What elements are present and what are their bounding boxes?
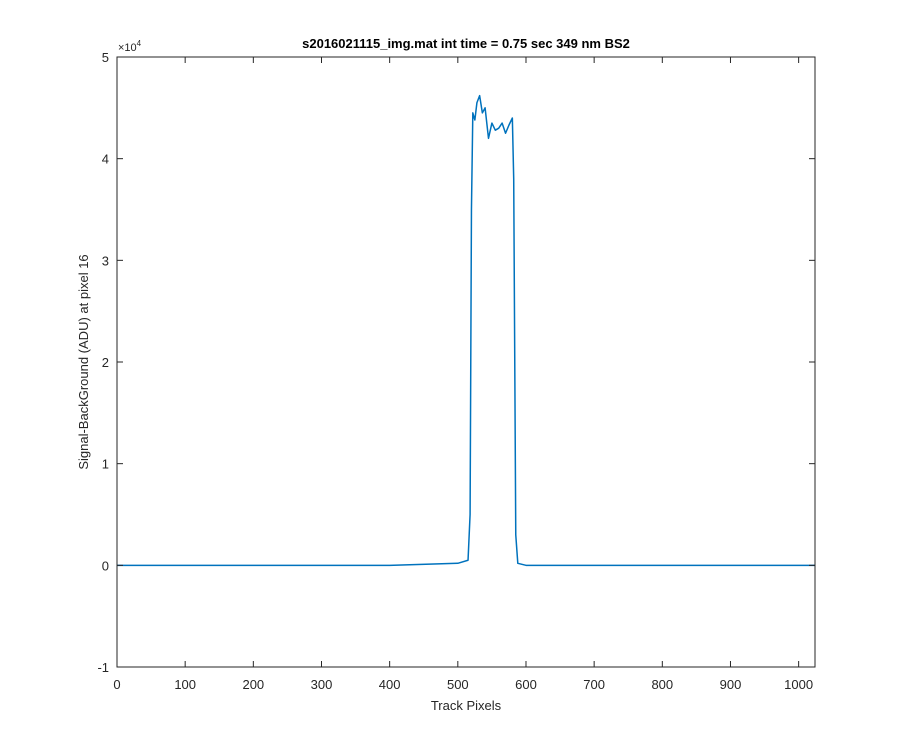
y-tick-label: 5 [102, 50, 109, 65]
x-tick-label: 200 [242, 677, 264, 692]
y-tick-label: -1 [97, 660, 109, 675]
y-exponent-base: ×10 [118, 42, 137, 54]
y-tick-label: 1 [102, 457, 109, 472]
series-layer [117, 94, 815, 567]
chart-title: s2016021115_img.mat int time = 0.75 sec … [302, 36, 630, 51]
series-line [117, 94, 815, 567]
x-tick-label: 400 [379, 677, 401, 692]
x-tick-label: 1000 [784, 677, 813, 692]
y-tick-label: 4 [102, 152, 109, 167]
x-tick-label: 100 [174, 677, 196, 692]
x-tick-label: 700 [583, 677, 605, 692]
x-tick-label: 300 [311, 677, 333, 692]
y-exponent-power: 4 [137, 39, 142, 48]
x-axis-label: Track Pixels [431, 698, 502, 713]
plot-area [117, 57, 815, 667]
x-tick-label: 0 [113, 677, 120, 692]
y-axis-label: Signal-BackGround (ADU) at pixel 16 [76, 254, 91, 469]
y-exponent-label: ×104 [118, 39, 142, 54]
x-tick-label: 800 [651, 677, 673, 692]
x-tick-label: 900 [720, 677, 742, 692]
x-tick-label: 500 [447, 677, 469, 692]
y-tick-label: 3 [102, 253, 109, 268]
x-tick-label: 600 [515, 677, 537, 692]
y-tick-label: 2 [102, 355, 109, 370]
y-tick-label: 0 [102, 558, 109, 573]
x-ticks: 0 100 200 300 400 500 600 700 800 900 1000 [113, 57, 813, 692]
y-ticks: -1 0 1 2 3 4 5 [97, 50, 815, 675]
